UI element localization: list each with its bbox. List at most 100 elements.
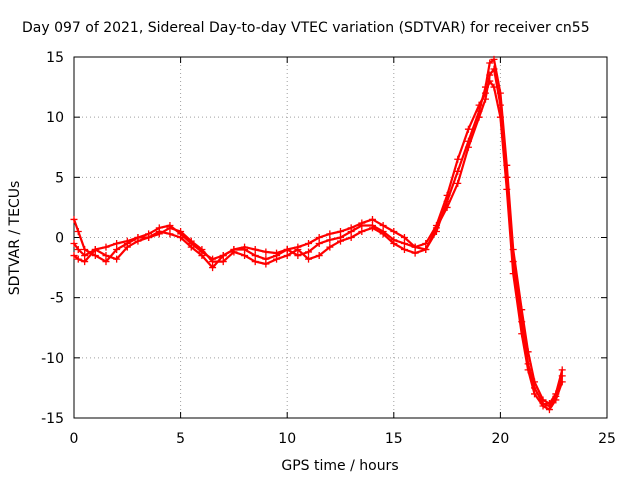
data-series (70, 55, 566, 414)
x-tick-label: 20 (491, 431, 509, 447)
data-point (503, 173, 511, 181)
data-point (241, 246, 249, 254)
data-point (379, 221, 387, 229)
data-point (305, 248, 313, 256)
data-point (539, 400, 547, 408)
data-point (74, 255, 82, 263)
data-point (326, 236, 334, 244)
data-point (368, 215, 376, 223)
y-tick-label: 15 (46, 50, 64, 66)
y-tick-label: -15 (41, 411, 64, 427)
data-point (486, 71, 494, 79)
data-point (209, 264, 217, 272)
data-point (102, 252, 110, 260)
x-tick-label: 15 (385, 431, 403, 447)
data-point (379, 230, 387, 238)
data-point (531, 384, 539, 392)
data-point (454, 179, 462, 187)
data-point (177, 234, 185, 241)
data-point (443, 203, 451, 211)
data-point (123, 243, 131, 251)
data-point (490, 65, 498, 73)
data-point (187, 243, 195, 251)
data-point (464, 143, 472, 151)
data-point (102, 243, 110, 251)
x-axis-label: GPS time / hours (281, 458, 398, 474)
data-point (113, 240, 121, 248)
data-point (368, 224, 376, 232)
data-point (400, 240, 408, 248)
data-point (390, 227, 398, 235)
data-point (177, 227, 185, 235)
data-point (347, 227, 355, 235)
x-tick-label: 5 (176, 431, 185, 447)
data-point (166, 224, 174, 232)
x-tick-label: 0 (70, 431, 79, 447)
data-point (337, 237, 344, 245)
data-point (315, 234, 323, 241)
data-point (241, 252, 249, 260)
data-point (400, 246, 408, 254)
data-point (496, 101, 504, 109)
data-point (490, 55, 498, 63)
y-tick-label: -5 (50, 291, 64, 307)
data-point (70, 240, 78, 248)
data-point (358, 227, 366, 235)
data-point (262, 260, 270, 268)
data-point (198, 246, 206, 254)
data-point (558, 366, 566, 374)
data-point (283, 252, 291, 260)
chart-title: Day 097 of 2021, Sidereal Day-to-day VTE… (22, 20, 590, 36)
y-tick-label: 10 (46, 110, 64, 126)
data-point (294, 252, 302, 260)
data-point (411, 243, 419, 251)
data-point (411, 249, 419, 257)
series-track-c (70, 65, 566, 410)
data-point (475, 113, 483, 121)
data-point (481, 95, 489, 103)
data-point (518, 318, 526, 326)
data-point (134, 237, 142, 245)
data-point (326, 243, 334, 251)
y-tick-label: -10 (41, 351, 64, 367)
data-point (358, 221, 366, 229)
data-point (251, 258, 259, 266)
x-tick-label: 10 (278, 431, 296, 447)
data-point (273, 255, 281, 263)
y-tick-label: 5 (55, 170, 64, 186)
data-point (337, 227, 344, 235)
axis-ticks: 0 5 10 15 20 25 -15 -10 -5 0 5 10 15 (41, 50, 616, 447)
data-point (102, 258, 110, 266)
data-point (552, 392, 560, 400)
data-point (70, 215, 78, 223)
data-point (524, 360, 532, 368)
data-point (347, 234, 355, 241)
data-point (70, 252, 78, 260)
data-point (454, 167, 462, 175)
data-point (91, 252, 99, 260)
data-point (294, 246, 302, 254)
data-point (545, 402, 553, 410)
data-point (262, 248, 270, 256)
data-point (464, 125, 472, 133)
data-point (432, 224, 440, 232)
data-point (305, 240, 313, 248)
data-point (509, 258, 517, 266)
data-point (219, 258, 227, 266)
data-point (400, 234, 408, 241)
data-point (74, 246, 82, 254)
data-point (145, 234, 153, 241)
data-point (81, 258, 89, 266)
data-point (315, 252, 323, 260)
data-point (475, 101, 483, 109)
data-point (558, 372, 566, 380)
data-point (198, 252, 206, 260)
data-point (209, 258, 217, 266)
data-point (251, 252, 259, 260)
data-point (315, 240, 323, 248)
data-point (219, 252, 227, 260)
x-tick-label: 25 (598, 431, 616, 447)
data-point (230, 248, 238, 256)
y-tick-label: 0 (55, 231, 64, 247)
